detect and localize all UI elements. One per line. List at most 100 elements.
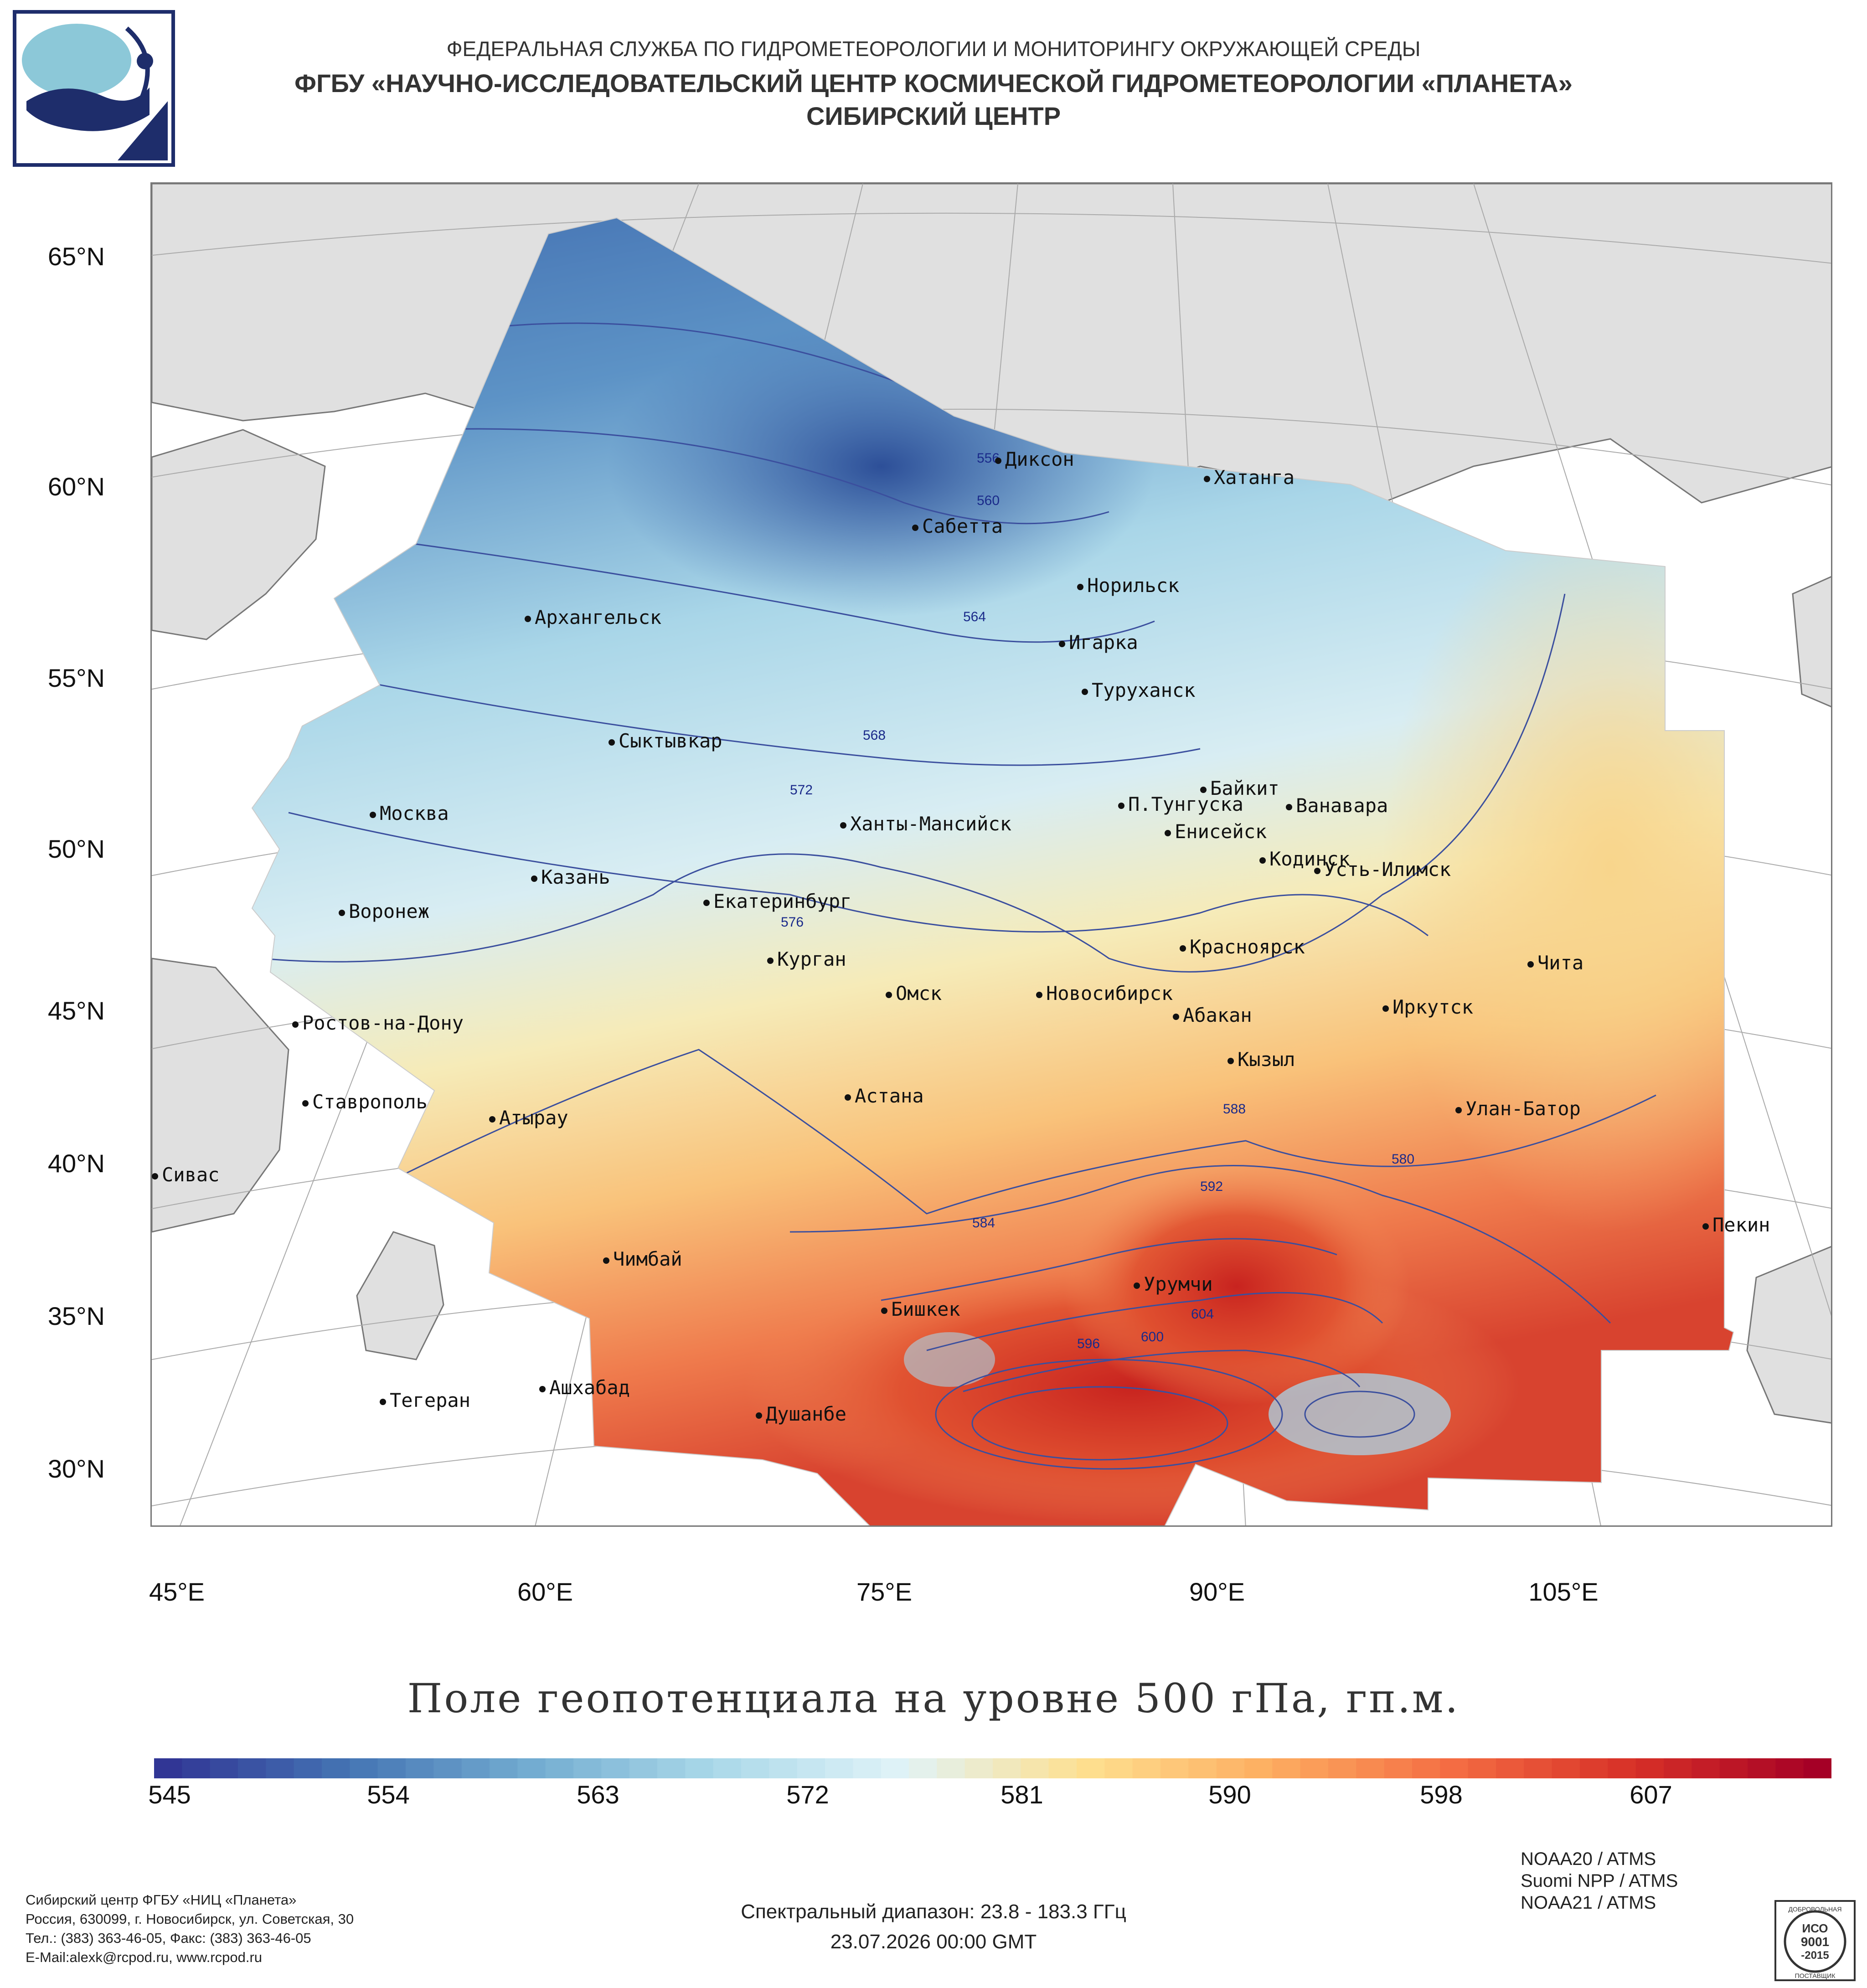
city-dot bbox=[539, 1385, 546, 1392]
city-label: Диксон bbox=[995, 448, 1074, 470]
city-label: Чита bbox=[1527, 952, 1583, 974]
city-label: Кодинск bbox=[1259, 848, 1350, 870]
colorbar-step bbox=[601, 1758, 630, 1778]
lat-label-30: 30°N bbox=[47, 1454, 105, 1483]
colorbar-step bbox=[377, 1758, 406, 1778]
city-dot bbox=[845, 1094, 851, 1101]
city-label: Пекин bbox=[1702, 1214, 1770, 1236]
lon-label-105: 105°E bbox=[1528, 1577, 1599, 1606]
colorbar-step bbox=[1216, 1758, 1245, 1778]
isoline-label: 604 bbox=[1191, 1307, 1214, 1322]
colorbar-step bbox=[1104, 1758, 1133, 1778]
swath-outline bbox=[251, 217, 1734, 1525]
city-label: Екатеринбург bbox=[703, 890, 851, 912]
lat-label-50: 50°N bbox=[47, 834, 105, 863]
svg-text:ПОСТАВЩИК: ПОСТАВЩИК bbox=[1795, 1972, 1836, 1979]
city-label: Ханты-Мансийск bbox=[840, 813, 1011, 835]
colorbar-step bbox=[1748, 1758, 1776, 1778]
colorbar-step bbox=[350, 1758, 378, 1778]
city-dot bbox=[703, 899, 710, 906]
city-label: Байкит bbox=[1200, 777, 1279, 799]
colorbar-tick: 607 bbox=[1630, 1780, 1672, 1809]
colorbar-step bbox=[1775, 1758, 1804, 1778]
city-dot bbox=[1455, 1107, 1462, 1113]
org-name: Сибирский центр ФГБУ «НИЦ «Планета» bbox=[26, 1892, 297, 1908]
colorbar-step bbox=[1328, 1758, 1357, 1778]
city-label: Кызыл bbox=[1227, 1048, 1295, 1071]
isoline-label: 588 bbox=[1223, 1102, 1246, 1117]
city-dot bbox=[1173, 1013, 1179, 1020]
colorbar-tick: 554 bbox=[367, 1780, 410, 1809]
city-label: Сивас bbox=[152, 1164, 219, 1186]
colorbar-step bbox=[490, 1758, 518, 1778]
isoline-label: 600 bbox=[1141, 1329, 1164, 1344]
city-label: Красноярск bbox=[1180, 936, 1305, 958]
city-dot bbox=[1165, 829, 1171, 836]
sensor-name: Suomi NPP / ATMS bbox=[1521, 1871, 1678, 1891]
city-dot bbox=[1134, 1282, 1140, 1289]
isoline-label: 580 bbox=[1392, 1152, 1414, 1167]
caspian-sea bbox=[356, 1231, 444, 1360]
city-label: Душанбе bbox=[756, 1403, 846, 1425]
city-dot bbox=[370, 811, 376, 818]
city-dot bbox=[1527, 961, 1534, 968]
sensor-name: NOAA20 / ATMS bbox=[1521, 1849, 1656, 1869]
city-dot bbox=[840, 822, 846, 829]
isoline-label: 584 bbox=[972, 1215, 995, 1231]
colorbar-step bbox=[573, 1758, 602, 1778]
colorbar-step bbox=[825, 1758, 854, 1778]
city-dot bbox=[995, 457, 1001, 464]
city-dot bbox=[1702, 1223, 1709, 1230]
colorbar-tick: 590 bbox=[1208, 1780, 1251, 1809]
geopotential-map: 556 560 564 568 572 576 580 584 588 592 … bbox=[152, 184, 1831, 1525]
colorbar-step bbox=[1692, 1758, 1720, 1778]
svg-text:ДОБРОВОЛЬНАЯ: ДОБРОВОЛЬНАЯ bbox=[1788, 1906, 1841, 1913]
lat-label-60: 60°N bbox=[47, 472, 105, 501]
colorbar-step bbox=[629, 1758, 658, 1778]
colorbar-step bbox=[1664, 1758, 1692, 1778]
city-dot bbox=[912, 524, 918, 531]
colorbar-step bbox=[909, 1758, 938, 1778]
iso-certificate-seal: ДОБРОВОЛЬНАЯ ИСО 9001 -2015 ПОСТАВЩИК bbox=[1774, 1900, 1856, 1981]
city-label: Енисейск bbox=[1165, 820, 1267, 843]
colorbar-step bbox=[937, 1758, 965, 1778]
city-label: Урумчи bbox=[1134, 1273, 1213, 1295]
city-dot bbox=[1200, 786, 1207, 793]
city-dot bbox=[1059, 640, 1065, 647]
city-label: Бишкек bbox=[881, 1298, 960, 1320]
spectral-range: Спектральный диапазон: 23.8 - 183.3 ГГц bbox=[741, 1900, 1126, 1923]
city-dot bbox=[881, 1307, 887, 1314]
city-dot bbox=[886, 991, 892, 998]
colorbar bbox=[154, 1758, 1831, 1778]
turkey-landmass bbox=[152, 958, 289, 1233]
city-dot bbox=[1382, 1005, 1389, 1012]
city-label: Иркутск bbox=[1382, 996, 1473, 1018]
city-label: Ашхабад bbox=[539, 1376, 630, 1399]
city-label: Хатанга bbox=[1204, 466, 1295, 489]
colorbar-step bbox=[1803, 1758, 1831, 1778]
city-dot bbox=[1204, 475, 1210, 482]
colorbar-step bbox=[1077, 1758, 1105, 1778]
organization-info: Сибирский центр ФГБУ «НИЦ «Планета» Росс… bbox=[26, 1890, 354, 1967]
lon-label-60: 60°E bbox=[517, 1577, 573, 1606]
city-label: Астана bbox=[845, 1085, 924, 1107]
colorbar-step bbox=[1580, 1758, 1609, 1778]
city-label: Чимбай bbox=[603, 1248, 682, 1270]
lat-label-40: 40°N bbox=[47, 1149, 105, 1178]
city-label: Москва bbox=[370, 802, 449, 824]
branch-name: СИБИРСКИЙ ЦЕНТР bbox=[806, 102, 1061, 130]
colorbar-step bbox=[1468, 1758, 1496, 1778]
city-dot bbox=[339, 909, 345, 916]
city-dot bbox=[1180, 945, 1186, 952]
svg-text:-2015: -2015 bbox=[1801, 1949, 1829, 1962]
colorbar-step bbox=[741, 1758, 770, 1778]
colorbar-step bbox=[1244, 1758, 1273, 1778]
city-label: Казань bbox=[531, 866, 610, 888]
city-label: Улан-Батор bbox=[1455, 1097, 1581, 1120]
city-dot bbox=[1286, 803, 1292, 810]
colorbar-step bbox=[406, 1758, 434, 1778]
colorbar-step bbox=[1272, 1758, 1301, 1778]
center-name: ФГБУ «НАУЧНО-ИССЛЕДОВАТЕЛЬСКИЙ ЦЕНТР КОС… bbox=[294, 69, 1573, 98]
lat-label-55: 55°N bbox=[47, 664, 105, 692]
city-dot bbox=[292, 1021, 299, 1028]
